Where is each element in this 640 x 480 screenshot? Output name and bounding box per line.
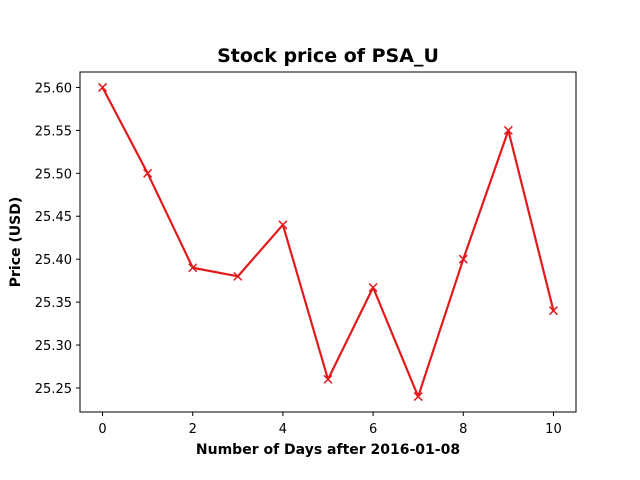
data-point-marker <box>98 82 108 92</box>
data-point-marker <box>548 306 558 316</box>
data-point-marker <box>143 168 153 178</box>
y-tick-label: 25.40 <box>35 253 72 268</box>
chart-title: Stock price of PSA_U <box>217 45 439 67</box>
y-tick-label: 25.35 <box>35 296 72 311</box>
data-point-marker <box>413 392 423 402</box>
x-tick-label: 6 <box>369 422 377 437</box>
x-axis: 0 2 4 6 8 10 <box>98 412 562 437</box>
y-tick-label: 25.45 <box>35 210 72 225</box>
x-axis-label: Number of Days after 2016-01-08 <box>196 442 460 458</box>
data-point-marker <box>233 271 243 281</box>
data-point-marker <box>323 374 333 384</box>
y-tick-label: 25.55 <box>35 124 72 139</box>
x-tick-label: 2 <box>189 422 197 437</box>
y-tick-label: 25.25 <box>35 382 72 397</box>
data-point-marker <box>368 282 378 293</box>
series-line <box>101 86 555 398</box>
data-point-marker <box>458 254 468 264</box>
x-tick-label: 0 <box>98 422 106 437</box>
y-tick-label: 25.60 <box>35 81 72 96</box>
series-layer <box>98 82 558 402</box>
y-tick-label: 25.30 <box>35 339 72 354</box>
y-axis: 25.25 25.30 25.35 25.40 25.45 25.50 25.55 25.60 <box>35 81 80 397</box>
x-tick-label: 4 <box>279 422 287 437</box>
x-tick-label: 8 <box>459 422 467 437</box>
data-point-marker <box>278 220 288 230</box>
data-point-marker <box>503 125 513 135</box>
y-axis-label: Price (USD) <box>8 197 24 288</box>
plot-area-frame <box>79 71 577 413</box>
y-tick-label: 25.50 <box>35 167 72 182</box>
x-tick-label: 10 <box>545 422 562 437</box>
data-point-marker <box>188 263 198 273</box>
